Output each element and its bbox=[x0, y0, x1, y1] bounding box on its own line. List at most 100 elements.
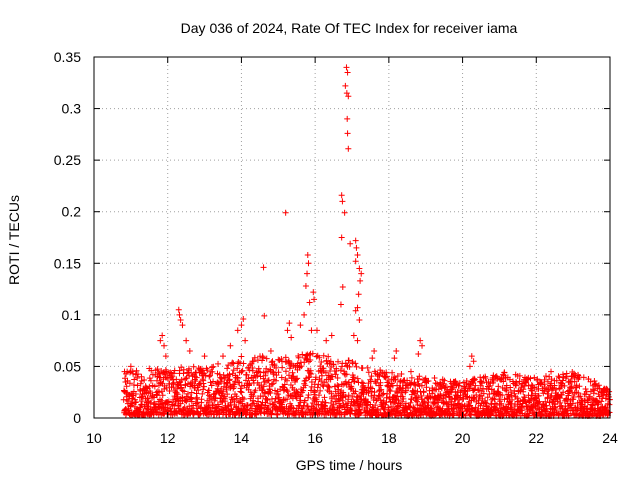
x-tick-label: 20 bbox=[455, 430, 471, 446]
data-point bbox=[266, 386, 273, 393]
data-point bbox=[552, 401, 559, 408]
data-point bbox=[425, 378, 432, 385]
data-point bbox=[449, 385, 456, 392]
data-point bbox=[408, 374, 415, 381]
data-point bbox=[338, 234, 345, 241]
data-point bbox=[255, 365, 262, 372]
data-point bbox=[556, 385, 563, 392]
data-point bbox=[557, 399, 564, 406]
data-point bbox=[273, 377, 280, 384]
data-point bbox=[284, 327, 291, 334]
data-point bbox=[355, 291, 362, 298]
data-point bbox=[598, 398, 605, 405]
data-point bbox=[470, 387, 477, 394]
data-point bbox=[250, 393, 257, 400]
data-point bbox=[362, 396, 369, 403]
data-point bbox=[178, 384, 185, 391]
data-point bbox=[606, 409, 613, 416]
data-point bbox=[499, 392, 506, 399]
data-points bbox=[120, 64, 613, 419]
data-point bbox=[318, 358, 325, 365]
data-point bbox=[207, 372, 214, 379]
data-point bbox=[377, 379, 384, 386]
data-point bbox=[238, 368, 245, 375]
data-point bbox=[414, 398, 421, 405]
data-point bbox=[553, 386, 560, 393]
data-point bbox=[341, 209, 348, 216]
data-point bbox=[323, 357, 330, 364]
data-point bbox=[299, 351, 306, 358]
data-point bbox=[463, 393, 470, 400]
data-point bbox=[146, 375, 153, 382]
data-point bbox=[224, 391, 231, 398]
data-point bbox=[325, 353, 332, 360]
data-point bbox=[134, 371, 141, 378]
data-point bbox=[358, 379, 365, 386]
data-point bbox=[154, 366, 161, 373]
data-point bbox=[561, 382, 568, 389]
data-point bbox=[193, 374, 200, 381]
data-point bbox=[307, 357, 314, 364]
data-point bbox=[582, 391, 589, 398]
data-point bbox=[490, 377, 497, 384]
data-point bbox=[323, 337, 330, 344]
data-point bbox=[234, 327, 241, 334]
data-point bbox=[364, 364, 371, 371]
data-point bbox=[267, 400, 274, 407]
data-point bbox=[570, 393, 577, 400]
data-point bbox=[131, 376, 138, 383]
data-point bbox=[304, 252, 311, 259]
data-point bbox=[573, 384, 580, 391]
data-point bbox=[283, 386, 290, 393]
data-point bbox=[305, 358, 312, 365]
data-point bbox=[174, 391, 181, 398]
data-point bbox=[454, 393, 461, 400]
data-point bbox=[130, 381, 137, 388]
data-point bbox=[229, 359, 236, 366]
data-point bbox=[394, 372, 401, 379]
data-point bbox=[375, 393, 382, 400]
data-point bbox=[456, 380, 463, 387]
data-point bbox=[238, 353, 245, 360]
data-point bbox=[486, 390, 493, 397]
data-point bbox=[137, 404, 144, 411]
data-point bbox=[584, 405, 591, 412]
data-point bbox=[528, 387, 535, 394]
data-point bbox=[393, 347, 400, 354]
data-point bbox=[345, 357, 352, 364]
data-point bbox=[274, 411, 281, 418]
y-tick-label: 0.35 bbox=[54, 49, 81, 65]
data-point bbox=[184, 390, 191, 397]
data-point bbox=[301, 377, 308, 384]
data-point bbox=[383, 369, 390, 376]
data-point bbox=[423, 384, 430, 391]
data-point bbox=[397, 402, 404, 409]
data-point bbox=[283, 377, 290, 384]
data-point bbox=[312, 374, 319, 381]
data-point bbox=[215, 381, 222, 388]
data-point bbox=[310, 289, 317, 296]
data-point bbox=[315, 392, 322, 399]
data-point bbox=[132, 391, 139, 398]
data-point bbox=[313, 398, 320, 405]
data-point bbox=[509, 396, 516, 403]
data-point bbox=[424, 402, 431, 409]
data-point bbox=[188, 398, 195, 405]
data-point bbox=[244, 402, 251, 409]
data-point bbox=[503, 405, 510, 412]
data-point bbox=[245, 375, 252, 382]
data-point bbox=[175, 306, 182, 313]
data-point bbox=[193, 390, 200, 397]
data-point bbox=[181, 404, 188, 411]
data-point bbox=[308, 327, 315, 334]
data-point bbox=[168, 409, 175, 416]
data-point bbox=[571, 378, 578, 385]
data-point bbox=[555, 373, 562, 380]
data-point bbox=[603, 386, 610, 393]
data-point bbox=[372, 402, 379, 409]
data-point bbox=[417, 337, 424, 344]
data-point bbox=[463, 378, 470, 385]
data-point bbox=[316, 406, 323, 413]
data-point bbox=[343, 90, 350, 97]
data-point bbox=[356, 265, 363, 272]
